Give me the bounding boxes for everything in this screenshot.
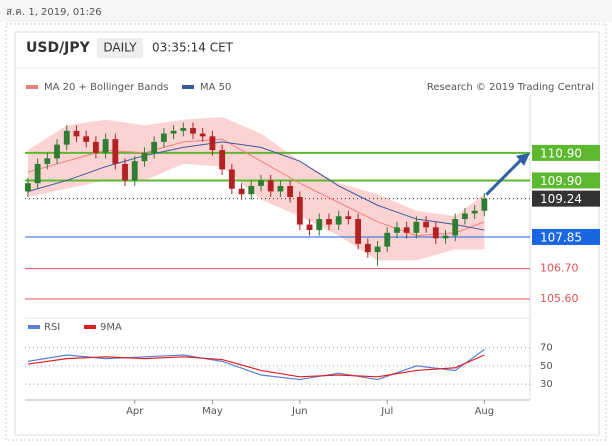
candle-body xyxy=(306,224,313,231)
candle-body xyxy=(394,227,400,233)
level-label: 105.60 xyxy=(540,292,579,305)
level-label: 110.90 xyxy=(540,146,582,160)
source: Research © 2019 Trading Central xyxy=(427,82,594,93)
candle-body xyxy=(481,198,488,211)
candle-body xyxy=(384,232,391,247)
y-tick-label: 70 xyxy=(540,343,553,354)
candle-body xyxy=(131,161,138,181)
candle-body xyxy=(423,221,429,228)
symbol: USD/JPY xyxy=(26,40,91,56)
time: 03:35:14 CET xyxy=(152,41,234,55)
legend-label: MA 20 + Bollinger Bands xyxy=(44,82,168,93)
legend-swatch xyxy=(182,85,194,89)
level-label: 109.90 xyxy=(540,174,582,188)
level-box xyxy=(532,190,600,207)
candle-body xyxy=(209,136,216,151)
candle-body xyxy=(326,219,332,225)
candle-body xyxy=(258,180,264,186)
legend-label: 9MA xyxy=(100,322,122,333)
candle-body xyxy=(277,185,284,192)
legend-label: MA 50 xyxy=(200,82,231,93)
candle-body xyxy=(63,130,70,145)
top-bar xyxy=(0,0,612,22)
candle-body xyxy=(122,163,128,181)
candle-body xyxy=(199,133,206,137)
candle-body xyxy=(219,150,226,170)
legend-label: RSI xyxy=(44,322,60,333)
candle-body xyxy=(92,141,99,153)
candle-body xyxy=(432,227,439,239)
target-arrow xyxy=(485,157,524,196)
candle-body xyxy=(112,139,119,164)
candle-body xyxy=(238,188,245,195)
candle-body xyxy=(296,196,303,225)
candle-body xyxy=(287,185,294,197)
candle-body xyxy=(345,216,352,220)
outer-frame xyxy=(5,23,607,441)
candle-body xyxy=(335,216,342,225)
candle-body xyxy=(160,133,167,142)
candle-body xyxy=(364,243,371,253)
candle-body xyxy=(44,158,51,164)
candle-body xyxy=(190,128,196,134)
candle-body xyxy=(141,152,148,162)
timeframe-box xyxy=(97,38,143,58)
timestamp: ส.ค. 1, 2019, 01:26 xyxy=(6,7,102,18)
candle-body xyxy=(228,169,235,189)
candle-body xyxy=(34,163,41,184)
x-tick-label: Jun xyxy=(291,406,308,417)
target-arrowhead xyxy=(516,152,530,166)
candle-body xyxy=(248,185,255,195)
candle-body xyxy=(316,219,323,231)
candle-body xyxy=(452,219,459,236)
level-box xyxy=(532,172,600,189)
candle-body xyxy=(355,219,362,244)
candle-body xyxy=(180,128,187,131)
level-label: 109.24 xyxy=(540,192,582,206)
candle-body xyxy=(442,235,449,239)
indicator-line xyxy=(27,354,485,378)
candle-body xyxy=(403,227,410,233)
level-label: 106.70 xyxy=(540,262,579,275)
candle-body xyxy=(73,130,80,137)
candle-body xyxy=(462,213,468,220)
x-tick-label: Jul xyxy=(380,406,393,417)
legend-swatch xyxy=(84,325,96,329)
level-box xyxy=(532,228,600,245)
legend-swatch xyxy=(26,85,38,89)
level-box xyxy=(532,144,600,161)
candle-body xyxy=(102,139,109,153)
candle-body xyxy=(471,210,478,214)
candle-body xyxy=(54,144,60,159)
candle-body xyxy=(413,221,420,233)
level-label: 107.85 xyxy=(540,230,582,244)
candle-body xyxy=(25,183,31,192)
indicator-line xyxy=(27,349,485,381)
x-tick-label: Apr xyxy=(126,406,144,417)
candle-body xyxy=(83,136,90,142)
legend-swatch xyxy=(28,325,40,329)
candle-body xyxy=(267,180,274,192)
candle-body xyxy=(151,141,158,153)
candle-body xyxy=(170,130,177,134)
y-tick-label: 30 xyxy=(540,379,553,390)
x-tick-label: May xyxy=(202,406,223,417)
candle-body xyxy=(374,246,381,253)
timeframe: DAILY xyxy=(103,41,137,55)
y-tick-label: 50 xyxy=(540,361,553,372)
x-tick-label: Aug xyxy=(475,406,495,417)
